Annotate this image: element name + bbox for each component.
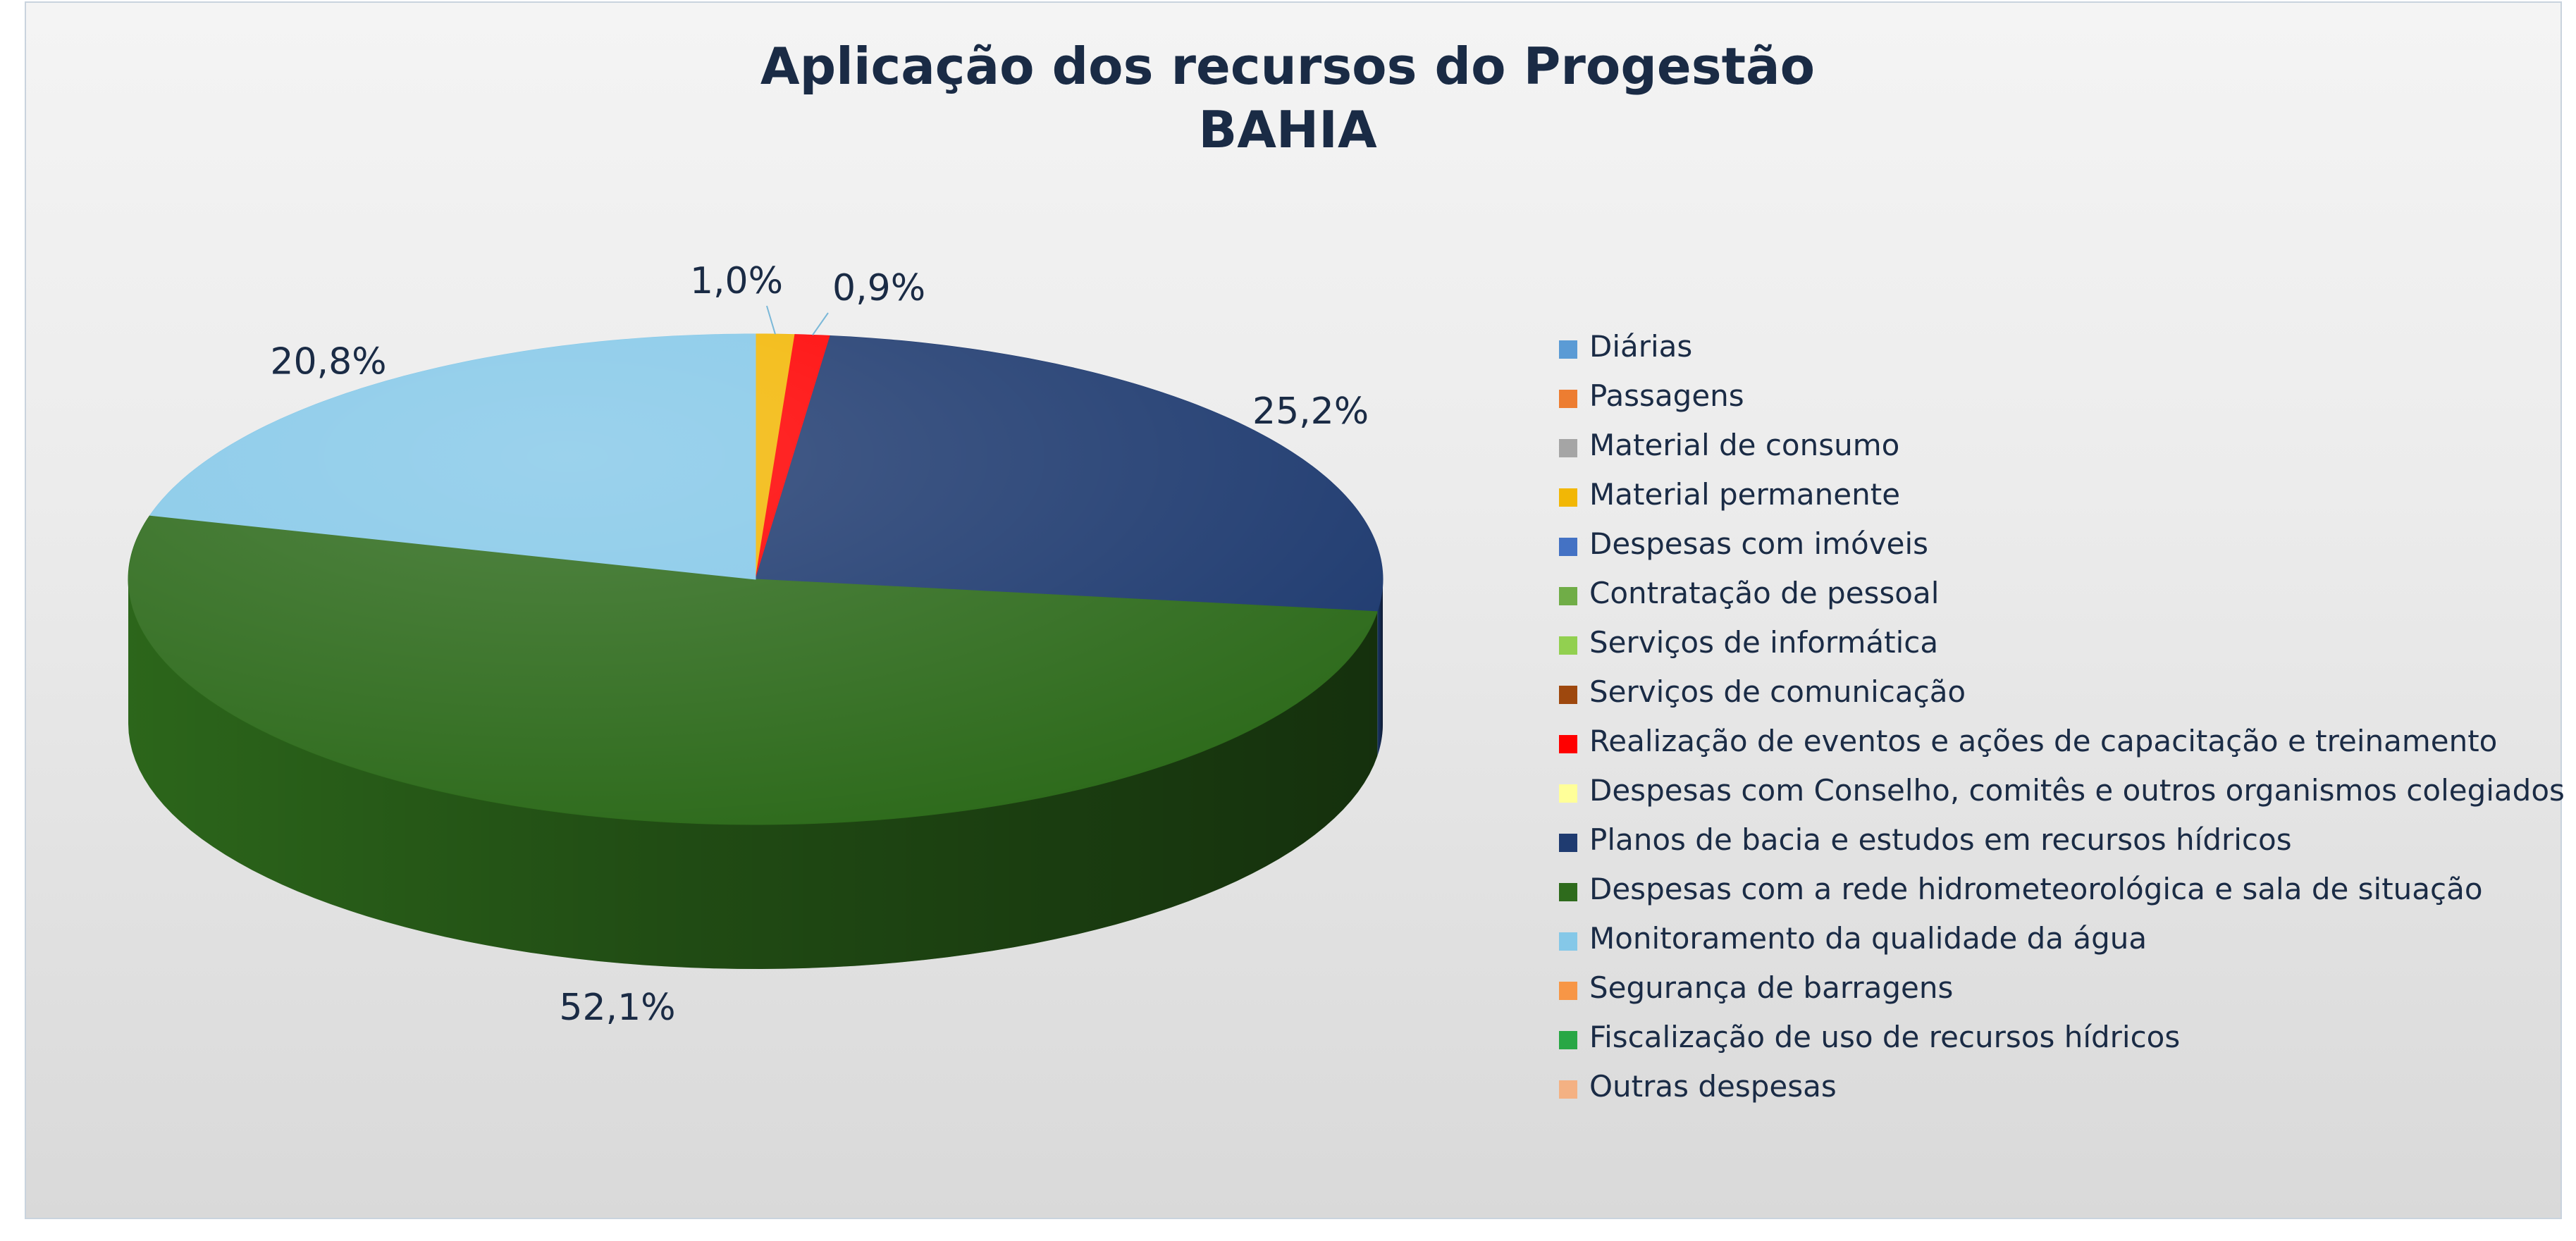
legend-label: Serviços de informática (1589, 625, 1938, 660)
legend-label: Despesas com imóveis (1589, 526, 1928, 561)
legend-label: Passagens (1589, 378, 1744, 413)
legend-item-planos-de-bacia-e-estudos-em-recursos-hidricos: Planos de bacia e estudos em recursos hí… (1559, 822, 2292, 857)
legend-label: Outras despesas (1589, 1069, 1837, 1104)
legend-swatch (1559, 587, 1577, 605)
legend-item-despesas-com-imoveis: Despesas com imóveis (1559, 526, 1928, 561)
legend-item-outras-despesas: Outras despesas (1559, 1069, 1837, 1104)
legend-item-despesas-com-conselho-comites-e-outros-organismos-colegiados: Despesas com Conselho, comitês e outros … (1559, 773, 2563, 808)
pie-labels: 1,0% 0,9% 25,2% 52,1% 20,8% (270, 260, 1369, 1029)
legend-label: Diárias (1589, 329, 1692, 364)
legend-swatch (1559, 390, 1577, 408)
legend-label: Material permanente (1589, 477, 1900, 512)
leader-line (765, 305, 776, 335)
data-label-monitoramento-da-qualidade-da-agua: 20,8% (270, 341, 386, 383)
legend: Diárias Passagens Material de consumo Mater… (1559, 329, 2563, 1104)
legend-swatch (1559, 439, 1577, 457)
legend-item-fiscalizacao-de-uso-de-recursos-hidricos: Fiscalização de uso de recursos hídricos (1559, 1020, 2180, 1054)
legend-item-servicos-de-comunicacao: Serviços de comunicação (1559, 674, 1966, 709)
legend-label: Realização de eventos e ações de capacit… (1589, 724, 2497, 758)
side-despesas-com-a-rede-hidrometeorologica-e-sala-de-situacao (128, 579, 1378, 969)
legend-item-material-permanente: Material permanente (1559, 477, 1900, 512)
legend-swatch (1559, 686, 1577, 704)
legend-label: Contratação de pessoal (1589, 576, 1939, 610)
chart-area: Aplicação dos recursos do Progestão BAHI… (25, 1, 2563, 1219)
data-label-planos-de-bacia-e-estudos-em-recursos-hidricos: 25,2% (1252, 390, 1369, 433)
pie-top (128, 333, 1383, 825)
legend-label: Serviços de comunicação (1589, 674, 1966, 709)
legend-swatch (1559, 932, 1577, 951)
legend-item-despesas-com-a-rede-hidrometeorologica-e-sala-de-situacao: Despesas com a rede hidrometeorológica e… (1559, 872, 2483, 906)
legend-label: Monitoramento da qualidade da água (1589, 921, 2147, 956)
chart-title-line-2: BAHIA (1198, 100, 1377, 159)
legend-swatch (1559, 538, 1577, 556)
legend-swatch (1559, 784, 1577, 803)
legend-label: Despesas com Conselho, comitês e outros … (1589, 773, 2563, 808)
slice-planos-de-bacia-e-estudos-em-recursos-hidricos (755, 335, 1383, 612)
legend-swatch (1559, 636, 1577, 655)
legend-label: Material de consumo (1589, 428, 1899, 462)
chart-title-line-1: Aplicação dos recursos do Progestão (760, 37, 1815, 96)
legend-label: Fiscalização de uso de recursos hídricos (1589, 1020, 2180, 1054)
legend-swatch (1559, 883, 1577, 901)
data-label-material-permanente: 1,0% (690, 260, 783, 302)
legend-swatch (1559, 1031, 1577, 1049)
legend-item-passagens: Passagens (1559, 378, 1744, 413)
legend-label: Segurança de barragens (1589, 970, 1953, 1005)
legend-swatch (1559, 982, 1577, 1000)
leader-line (812, 312, 829, 336)
pie-chart: Aplicação dos recursos do Progestão BAHI… (128, 37, 2563, 1104)
legend-item-realizacao-de-eventos-e-acoes-de-capacitacao-e-treinamento: Realização de eventos e ações de capacit… (1559, 724, 2497, 758)
legend-swatch (1559, 340, 1577, 359)
legend-item-monitoramento-da-qualidade-da-agua: Monitoramento da qualidade da água (1559, 921, 2147, 956)
legend-swatch (1559, 834, 1577, 852)
legend-item-material-de-consumo: Material de consumo (1559, 428, 1899, 462)
legend-swatch (1559, 735, 1577, 753)
data-label-realizacao-de-eventos-e-acoes-de-capacitacao-e-treinamento: 0,9% (832, 267, 925, 309)
legend-label: Despesas com a rede hidrometeorológica e… (1589, 872, 2483, 906)
legend-item-servicos-de-informatica: Serviços de informática (1559, 625, 1938, 660)
legend-item-diarias: Diárias (1559, 329, 1692, 364)
legend-swatch (1559, 1080, 1577, 1099)
legend-item-seguranca-de-barragens: Segurança de barragens (1559, 970, 1953, 1005)
legend-swatch (1559, 488, 1577, 507)
data-label-despesas-com-a-rede-hidrometeorologica-e-sala-de-situacao: 52,1% (559, 987, 675, 1029)
legend-item-contratacao-de-pessoal: Contratação de pessoal (1559, 576, 1939, 610)
legend-label: Planos de bacia e estudos em recursos hí… (1589, 822, 2292, 857)
